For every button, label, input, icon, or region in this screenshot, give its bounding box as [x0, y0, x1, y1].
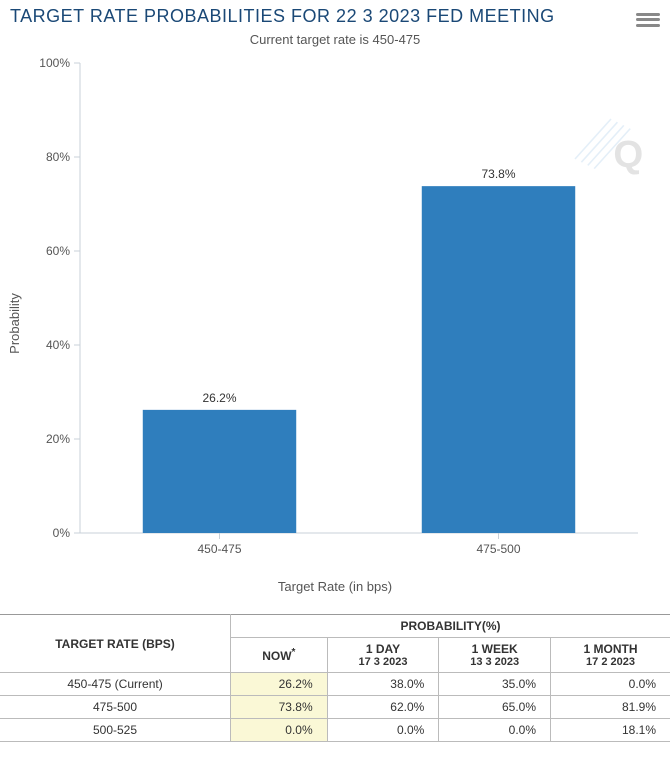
- period-date: 17 3 2023: [336, 656, 431, 668]
- cell-now: 0.0%: [231, 719, 328, 742]
- cell-value: 0.0%: [327, 719, 439, 742]
- probability-table: TARGET RATE (BPS) PROBABILITY(%) NOW* 1 …: [0, 614, 670, 742]
- svg-text:20%: 20%: [46, 432, 70, 446]
- svg-text:0%: 0%: [53, 526, 71, 540]
- menu-icon[interactable]: [636, 10, 660, 30]
- bar: [143, 410, 296, 533]
- cell-value: 62.0%: [327, 696, 439, 719]
- cell-value: 35.0%: [439, 673, 551, 696]
- period-date: 13 3 2023: [447, 656, 542, 668]
- bar-value-label: 26.2%: [202, 391, 236, 405]
- now-asterisk: *: [292, 647, 296, 658]
- category-label: 475-500: [476, 542, 520, 556]
- table-row: 450-475 (Current)26.2%38.0%35.0%0.0%: [0, 673, 670, 696]
- cell-value: 65.0%: [439, 696, 551, 719]
- cell-value: 38.0%: [327, 673, 439, 696]
- cell-now: 26.2%: [231, 673, 328, 696]
- svg-text:80%: 80%: [46, 150, 70, 164]
- now-label: NOW: [262, 649, 291, 663]
- y-axis-label: Probability: [7, 293, 22, 354]
- period-title: 1 WEEK: [447, 642, 542, 656]
- cell-value: 18.1%: [551, 719, 670, 742]
- svg-text:60%: 60%: [46, 244, 70, 258]
- table-row: 500-5250.0%0.0%0.0%18.1%: [0, 719, 670, 742]
- category-label: 450-475: [197, 542, 241, 556]
- cell-value: 0.0%: [551, 673, 670, 696]
- x-axis-label: Target Rate (in bps): [10, 579, 660, 594]
- period-title: 1 MONTH: [559, 642, 662, 656]
- cell-value: 81.9%: [551, 696, 670, 719]
- row-label: 475-500: [0, 696, 231, 719]
- bar-value-label: 73.8%: [481, 167, 515, 181]
- probability-bar-chart: Probability 0% 20% 40% 60% 80% 100% 26.2% 450-4…: [10, 53, 660, 594]
- bar: [422, 186, 575, 533]
- row-label: 500-525: [0, 719, 231, 742]
- cell-value: 0.0%: [439, 719, 551, 742]
- table-row: 475-50073.8%62.0%65.0%81.9%: [0, 696, 670, 719]
- chart-svg: 0% 20% 40% 60% 80% 100% 26.2% 450-475 73.8% 475-5…: [10, 53, 650, 573]
- page-subtitle: Current target rate is 450-475: [0, 32, 670, 47]
- period-date: 17 2 2023: [559, 656, 662, 668]
- svg-text:40%: 40%: [46, 338, 70, 352]
- col-header-target-rate: TARGET RATE (BPS): [0, 615, 231, 673]
- svg-text:100%: 100%: [39, 56, 70, 70]
- page-title: TARGET RATE PROBABILITIES FOR 22 3 2023 …: [10, 6, 555, 27]
- period-title: 1 DAY: [336, 642, 431, 656]
- col-header-1day: 1 DAY 17 3 2023: [327, 638, 439, 673]
- col-header-probability: PROBABILITY(%): [231, 615, 670, 638]
- col-header-now: NOW*: [231, 638, 328, 673]
- col-header-1week: 1 WEEK 13 3 2023: [439, 638, 551, 673]
- col-header-1month: 1 MONTH 17 2 2023: [551, 638, 670, 673]
- row-label: 450-475 (Current): [0, 673, 231, 696]
- cell-now: 73.8%: [231, 696, 328, 719]
